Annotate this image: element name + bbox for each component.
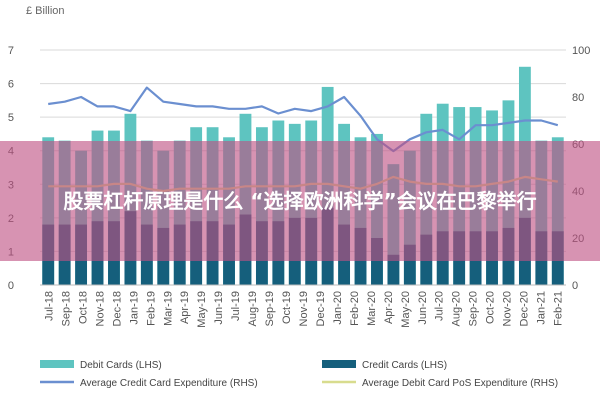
left-axis-tick-label: 6 — [8, 79, 14, 91]
x-axis-tick-label: Oct-19 — [281, 291, 293, 324]
x-axis-tick-label: Dec-19 — [315, 291, 327, 326]
x-axis-tick-label: Sep-20 — [468, 291, 480, 326]
x-axis-tick-label: Jun-20 — [417, 291, 429, 325]
legend-swatch — [40, 360, 74, 368]
credit-bar — [403, 244, 416, 285]
x-axis-tick-label: Oct-18 — [77, 291, 89, 324]
x-axis: Jul-18 Sep-18 Oct-18 Nov-18 Dec-18 Jan-19 Feb-… — [40, 284, 566, 328]
credit-bar — [387, 254, 400, 285]
left-axis-tick-label: 0 — [8, 280, 14, 292]
x-axis-tick-label: May-20 — [400, 291, 412, 328]
left-axis-unit-label: £ Billion — [26, 5, 65, 17]
x-axis-tick-label: Sep-19 — [264, 291, 276, 326]
legend-swatch — [322, 360, 356, 368]
x-axis-tick-label: Mar-19 — [162, 291, 174, 326]
legend-label: Debit Cards (LHS) — [80, 360, 162, 371]
credit-bar — [371, 238, 383, 285]
x-axis-tick-label: Apr-20 — [383, 291, 395, 324]
legend-label: Average Credit Card Expenditure (RHS) — [80, 378, 258, 389]
x-axis-tick-label: Jun-19 — [213, 291, 225, 325]
x-axis-tick-label: Feb-20 — [349, 291, 361, 326]
x-axis-tick-label: Sep-18 — [60, 291, 72, 326]
x-axis-tick-label: Jan-20 — [332, 291, 344, 325]
x-axis-tick-label: Feb-21 — [553, 291, 565, 326]
legend-label: Average Debit Card PoS Expenditure (RHS) — [362, 378, 558, 389]
x-axis-tick-label: Dec-18 — [111, 291, 123, 326]
headline-text: 股票杠杆原理是什么 “选择欧洲科学”会议在巴黎举行 — [63, 189, 537, 213]
left-axis-tick-label: 5 — [8, 112, 14, 124]
legend: Debit Cards (LHS) Credit Cards (LHS) Avera… — [40, 360, 558, 389]
x-axis-tick-label: Jul-20 — [434, 291, 446, 321]
right-axis-tick-label: 0 — [572, 280, 578, 292]
avg-credit-expenditure-line — [48, 86, 559, 153]
right-axis-tick-label: 100 — [572, 45, 590, 57]
x-axis-tick-label: Aug-19 — [247, 291, 259, 326]
x-axis-tick-label: Oct-20 — [485, 291, 497, 324]
x-axis-tick-label: Aug-20 — [451, 291, 463, 326]
x-axis-tick-label: Nov-19 — [298, 291, 310, 326]
x-axis-tick-label: May-19 — [196, 291, 208, 328]
left-axis-tick-label: 7 — [8, 45, 14, 57]
x-axis-tick-label: Jul-18 — [43, 291, 55, 321]
x-axis-tick-label: Apr-19 — [179, 291, 191, 324]
x-axis-tick-label: Nov-18 — [94, 291, 106, 326]
x-axis-tick-label: Dec-20 — [519, 291, 531, 326]
x-axis-tick-label: Jul-19 — [230, 291, 242, 321]
right-axis-tick-label: 80 — [572, 92, 584, 104]
headline-banner: 股票杠杆原理是什么 “选择欧洲科学”会议在巴黎举行 — [0, 141, 600, 261]
x-axis-tick-label: Nov-20 — [502, 291, 514, 326]
x-axis-tick-label: Jan-19 — [128, 291, 140, 325]
x-axis-tick-label: Jan-21 — [536, 291, 548, 325]
x-axis-tick-label: Mar-20 — [366, 291, 378, 326]
legend-label: Credit Cards (LHS) — [362, 360, 447, 371]
x-axis-tick-label: Feb-19 — [145, 291, 157, 326]
